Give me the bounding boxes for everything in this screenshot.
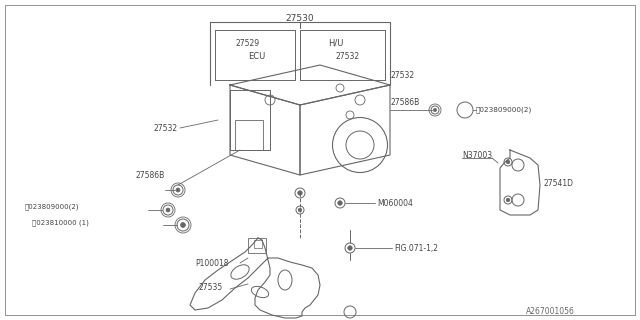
Text: 27532: 27532 [335,52,359,60]
Circle shape [338,201,342,205]
Bar [254,240,262,248]
Text: ECU: ECU [248,52,265,60]
Text: 27535: 27535 [198,284,222,292]
Text: FIG.071-1,2: FIG.071-1,2 [394,244,438,252]
Text: M060004: M060004 [377,198,413,207]
Circle shape [180,223,186,228]
Text: ⓝ023809000(2): ⓝ023809000(2) [25,204,79,210]
Text: 27586B: 27586B [390,98,419,107]
Circle shape [166,208,170,212]
Circle shape [298,191,302,195]
Text: 27541D: 27541D [543,179,573,188]
Circle shape [433,108,436,112]
Circle shape [176,188,180,192]
Text: ⓝ023810000 (1): ⓝ023810000 (1) [32,220,89,226]
Text: H/U: H/U [328,38,344,47]
Text: ⓝ023809000(2): ⓝ023809000(2) [476,107,532,113]
Text: N37003: N37003 [462,150,492,159]
Text: 27586B: 27586B [136,171,165,180]
Text: 27529: 27529 [235,38,259,47]
Circle shape [348,246,352,250]
Circle shape [506,198,510,202]
Text: 27530: 27530 [285,13,314,22]
Text: A267001056: A267001056 [526,308,575,316]
Bar [235,120,263,150]
Circle shape [506,160,510,164]
Text: 27532: 27532 [390,70,414,79]
Bar [248,238,266,253]
Text: 27532: 27532 [154,124,178,132]
Text: P100018: P100018 [195,259,228,268]
Circle shape [298,208,302,212]
